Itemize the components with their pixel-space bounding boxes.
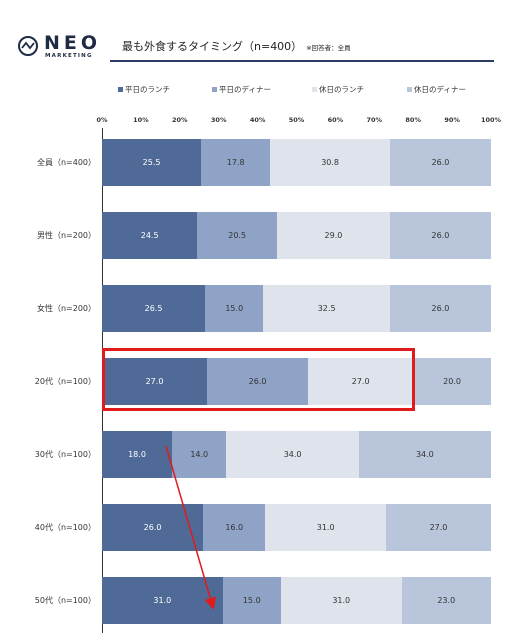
bar-segment: 20.0: [413, 358, 491, 405]
bar-segment: 23.0: [401, 577, 491, 624]
bar-segment: 25.5: [102, 139, 202, 186]
category-label: 女性（n=200）: [36, 303, 96, 313]
logo-wave-icon: [18, 36, 38, 56]
bar-segment: 31.0: [265, 504, 386, 551]
bar-segment: 34.0: [226, 431, 359, 478]
category-label: 40代（n=100）: [34, 522, 96, 532]
legend-item: 休日のディナー: [407, 84, 466, 95]
bar-segment: 20.5: [197, 212, 278, 259]
legend-item: 平日のディナー: [212, 84, 271, 95]
bar-segment: 30.8: [270, 139, 390, 186]
chart-legend: 平日のランチ 平日のディナー 休日のランチ 休日のディナー: [0, 84, 507, 96]
title-underline: [110, 60, 494, 62]
bar-segment: 34.0: [358, 431, 491, 478]
category-label: 全員（n=400）: [36, 157, 96, 167]
bar-segment: 16.0: [203, 504, 266, 551]
bar-segment: 29.0: [277, 212, 390, 259]
bar-segment: 15.0: [222, 577, 281, 624]
bar-segment: 14.0: [172, 431, 227, 478]
chart-title: 最も外食するタイミング（n=400） ※回答者：全員: [122, 38, 351, 54]
x-tick-label: 50%: [288, 116, 305, 124]
legend-swatch: [118, 87, 123, 92]
bar-segment: 18.0: [102, 431, 173, 478]
bar-segment: 31.0: [102, 577, 223, 624]
bar-segment: 17.8: [201, 139, 271, 186]
x-tick-label: 90%: [444, 116, 460, 124]
highlight-20s-box: [102, 348, 415, 411]
x-tick-label: 0%: [96, 116, 108, 124]
bar-segment: 32.5: [263, 285, 390, 332]
x-tick-label: 20%: [172, 116, 188, 124]
bar-segment: 27.0: [385, 504, 491, 551]
category-label: 30代（n=100）: [34, 449, 96, 459]
bar-segment: 26.0: [207, 358, 309, 405]
legend-item: 休日のランチ: [312, 84, 364, 95]
bar-segment: 31.0: [280, 577, 402, 624]
category-label: 20代（n=100）: [34, 376, 96, 386]
legend-label: 平日のランチ: [125, 85, 170, 94]
bar-segment: 27.0: [308, 358, 414, 405]
category-label: 男性（n=200）: [36, 230, 96, 240]
respondent-note: ※回答者：全員: [306, 44, 351, 52]
category-label: 50代（n=100）: [34, 595, 96, 605]
logo-subtitle: MARKETING: [45, 53, 93, 59]
chart-title-text: 最も外食するタイミング（n=400）: [122, 40, 303, 53]
legend-label: 休日のランチ: [319, 85, 364, 94]
x-tick-label: 80%: [405, 116, 421, 124]
legend-swatch: [407, 87, 412, 92]
x-tick-label: 70%: [366, 116, 383, 124]
legend-label: 休日のディナー: [414, 85, 466, 94]
bar-segment: 26.0: [102, 504, 204, 551]
x-tick-label: 30%: [210, 116, 227, 124]
bar-segment: 15.0: [205, 285, 264, 332]
legend-swatch: [212, 87, 217, 92]
legend-label: 平日のディナー: [219, 85, 271, 94]
trend-arrow-line: [165, 445, 217, 610]
x-tick-label: 10%: [133, 116, 149, 124]
bar-segment: 26.0: [389, 212, 491, 259]
bar-segment: 26.0: [389, 139, 491, 186]
x-tick-label: 40%: [249, 116, 266, 124]
neo-marketing-logo: NEO MARKETING: [18, 32, 128, 62]
legend-item: 平日のランチ: [118, 84, 170, 95]
x-tick-label: 60%: [327, 116, 344, 124]
bar-segment: 26.5: [102, 285, 206, 332]
legend-swatch: [312, 87, 317, 92]
x-tick-label: 100%: [480, 116, 502, 124]
bar-segment: 26.0: [389, 285, 491, 332]
logo-word: NEO: [44, 32, 102, 54]
bar-segment: 27.0: [102, 358, 208, 405]
bar-segment: 24.5: [102, 212, 198, 259]
